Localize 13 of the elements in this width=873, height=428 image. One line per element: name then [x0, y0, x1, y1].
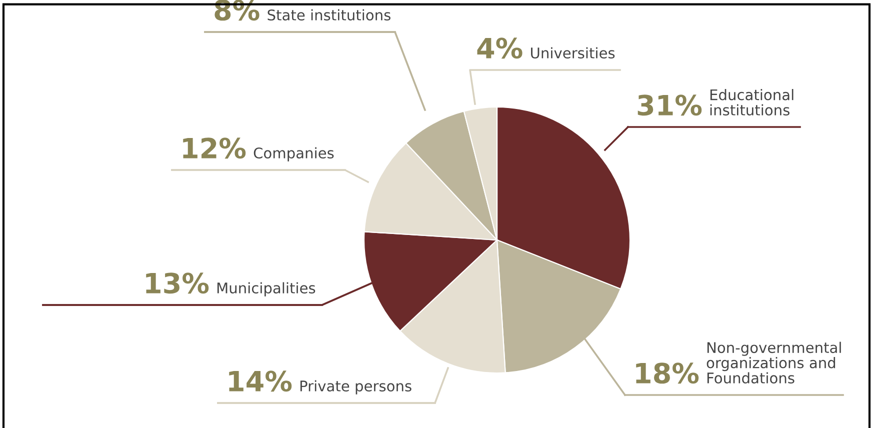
data-label: 18%: [636, 362, 699, 384]
slice-label: Universities: [531, 47, 615, 59]
data-label: 13%: [146, 272, 209, 294]
data-label: 12%: [183, 138, 246, 159]
slice-label: State institutions: [268, 9, 390, 21]
slice-label: Non-governmental organizations and Foundations: [706, 342, 841, 384]
data-label: 4%: [477, 38, 522, 59]
data-label: 31%: [638, 94, 702, 116]
data-label: 14%: [229, 370, 292, 392]
slice-label: Companies: [254, 147, 334, 162]
slice-label: Educational institutions: [710, 89, 794, 116]
slice-label: Municipalities: [217, 282, 316, 296]
slice-label: Private persons: [300, 380, 412, 394]
